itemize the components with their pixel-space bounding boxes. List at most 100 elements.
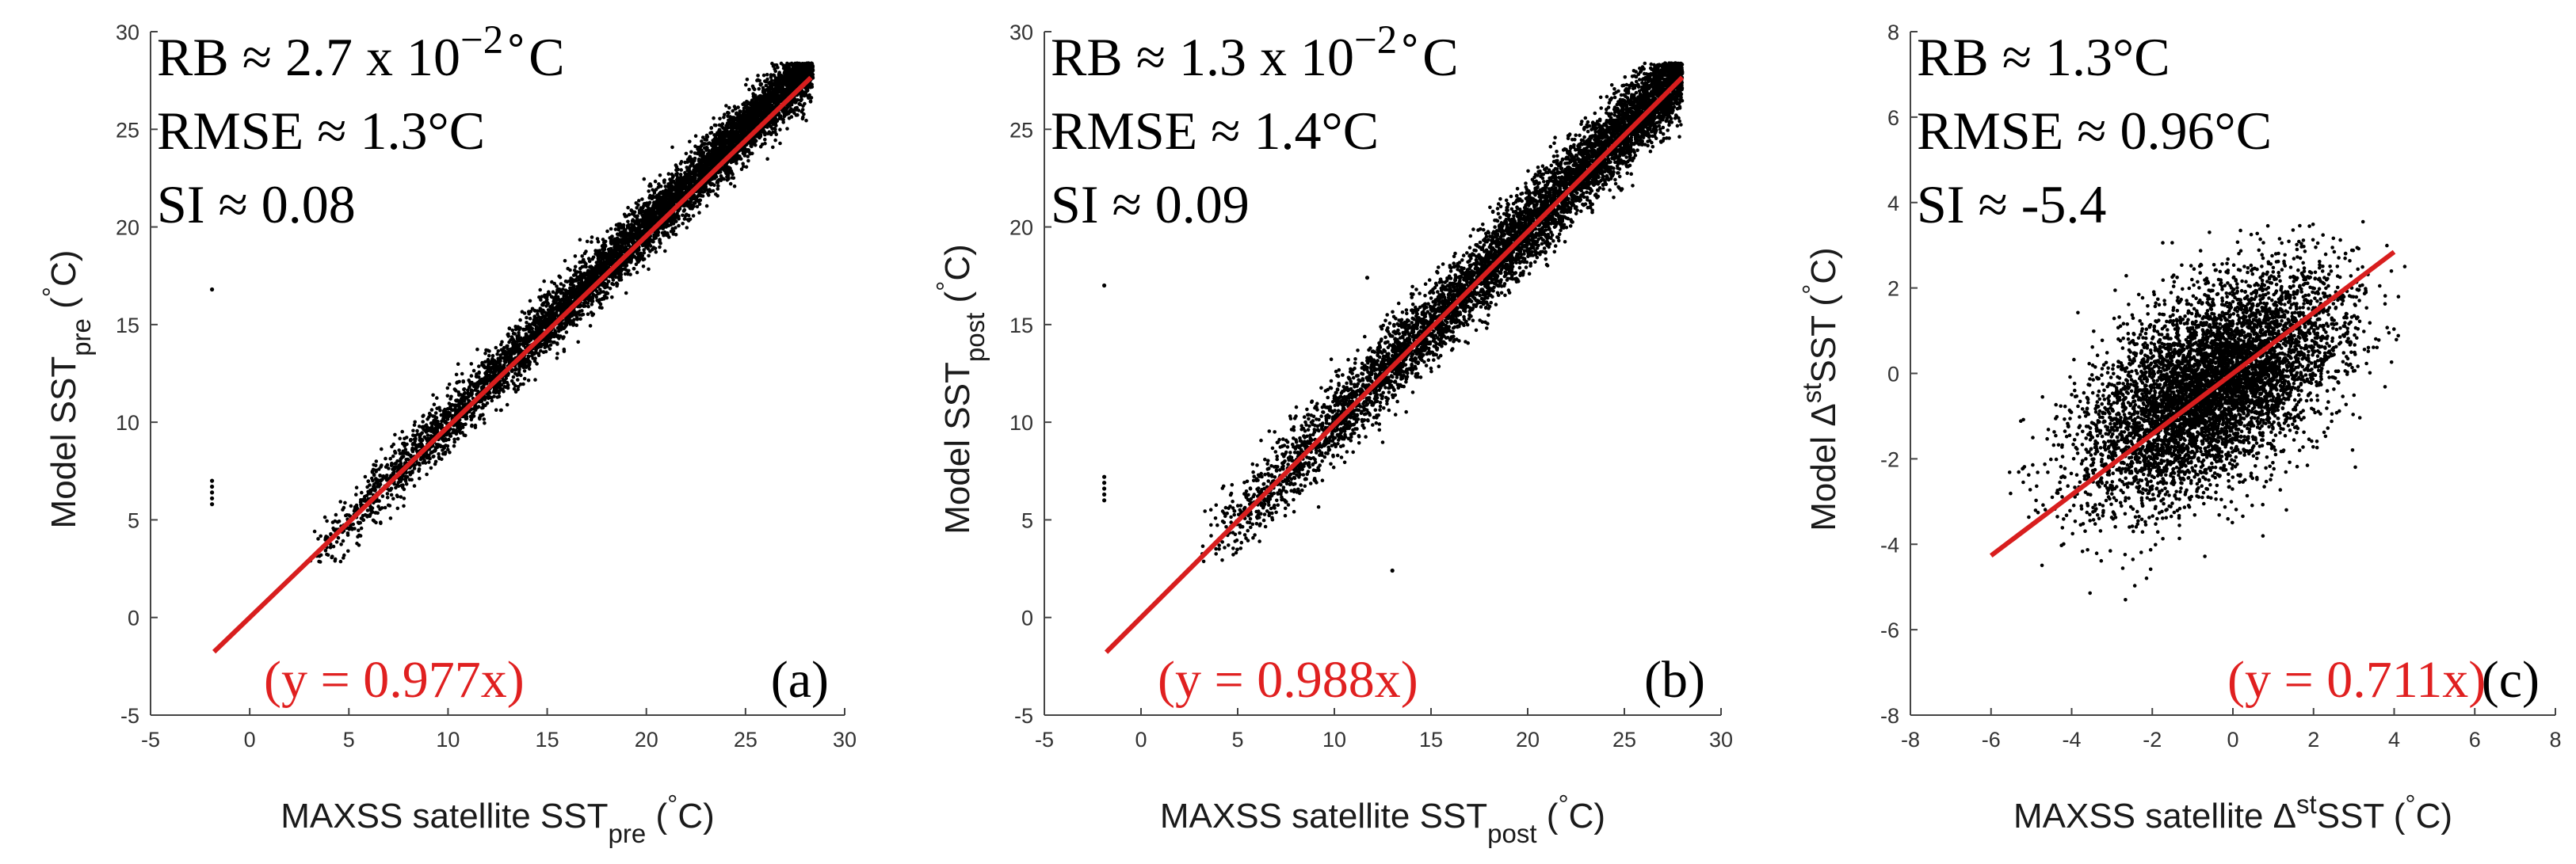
data-point: [674, 168, 679, 172]
data-point: [653, 179, 658, 184]
data-point: [339, 542, 343, 546]
data-point: [415, 428, 419, 433]
data-point: [418, 476, 422, 481]
data-point: [343, 501, 347, 505]
data-point: [677, 223, 681, 228]
data-point: [366, 489, 370, 494]
data-point: [432, 402, 437, 406]
data-point: [543, 293, 547, 298]
data-point: [546, 336, 551, 340]
data-point: [545, 297, 549, 302]
data-point: [363, 512, 368, 517]
data-point: [756, 74, 760, 78]
data-point: [642, 177, 647, 181]
data-point: [393, 451, 398, 455]
data-point: [605, 229, 609, 234]
data-point: [456, 362, 460, 367]
data-point: [566, 266, 570, 271]
data-point: [370, 476, 374, 481]
data-point: [410, 470, 414, 474]
data-point: [510, 328, 515, 333]
data-point: [654, 194, 658, 199]
data-point: [642, 248, 646, 252]
data-point: [471, 368, 476, 373]
data-point: [692, 165, 696, 169]
data-point: [556, 287, 561, 291]
data-point: [366, 479, 371, 484]
data-point: [772, 73, 776, 78]
data-point: [642, 257, 647, 261]
data-point: [420, 431, 424, 435]
data-point: [336, 535, 341, 540]
data-point: [411, 428, 415, 433]
data-point: [557, 274, 561, 279]
data-point: [384, 465, 388, 469]
data-point: [490, 353, 495, 358]
data-point: [785, 127, 789, 131]
data-point: [390, 444, 394, 449]
data-point: [704, 133, 709, 138]
data-point: [742, 164, 746, 169]
data-point: [398, 451, 403, 455]
data-point: [449, 394, 453, 399]
data-point: [666, 172, 671, 176]
data-point: [576, 340, 580, 344]
data-point: [627, 223, 631, 227]
data-point: [808, 99, 813, 103]
data-point: [342, 505, 346, 510]
data-point: [663, 249, 667, 253]
data-point: [637, 199, 641, 203]
data-point: [745, 110, 749, 114]
data-point: [556, 329, 561, 333]
data-point: [345, 533, 350, 537]
data-point: [460, 371, 464, 376]
data-point: [421, 420, 425, 424]
data-point: [334, 512, 338, 517]
data-point: [324, 535, 328, 539]
data-point: [574, 279, 578, 283]
data-point: [535, 362, 539, 366]
data-point: [402, 497, 406, 501]
data-point: [722, 127, 727, 131]
data-point: [681, 222, 685, 226]
data-point: [563, 259, 567, 263]
data-point: [482, 382, 487, 386]
data-point: [677, 187, 681, 191]
data-point: [354, 493, 358, 497]
data-point: [578, 270, 582, 274]
data-point: [430, 450, 434, 455]
data-point: [427, 411, 432, 416]
data-point: [750, 99, 754, 104]
data-point: [492, 386, 497, 390]
data-point: [789, 115, 794, 119]
data-point: [765, 73, 769, 77]
data-point: [595, 237, 600, 241]
data-point: [394, 485, 398, 490]
data-point: [681, 213, 685, 218]
data-point: [443, 437, 448, 441]
data-point: [682, 207, 687, 212]
data-point: [445, 417, 450, 421]
data-point: [319, 534, 323, 539]
data-point: [776, 66, 780, 70]
data-point: [670, 178, 674, 183]
data-point: [528, 316, 532, 321]
data-point: [469, 417, 474, 422]
data-point: [745, 78, 750, 82]
data-point: [359, 526, 364, 531]
data-point: [389, 493, 394, 497]
data-point: [452, 440, 456, 444]
data-point: [610, 282, 614, 286]
data-point: [516, 378, 520, 382]
data-point: [398, 436, 403, 440]
data-point: [704, 148, 708, 152]
data-point: [626, 219, 630, 224]
data-point: [412, 423, 417, 427]
data-point: [647, 189, 651, 193]
data-point: [429, 421, 433, 425]
data-point: [482, 417, 487, 421]
data-point: [559, 282, 563, 286]
data-point: [763, 141, 767, 146]
data-point: [399, 495, 403, 499]
